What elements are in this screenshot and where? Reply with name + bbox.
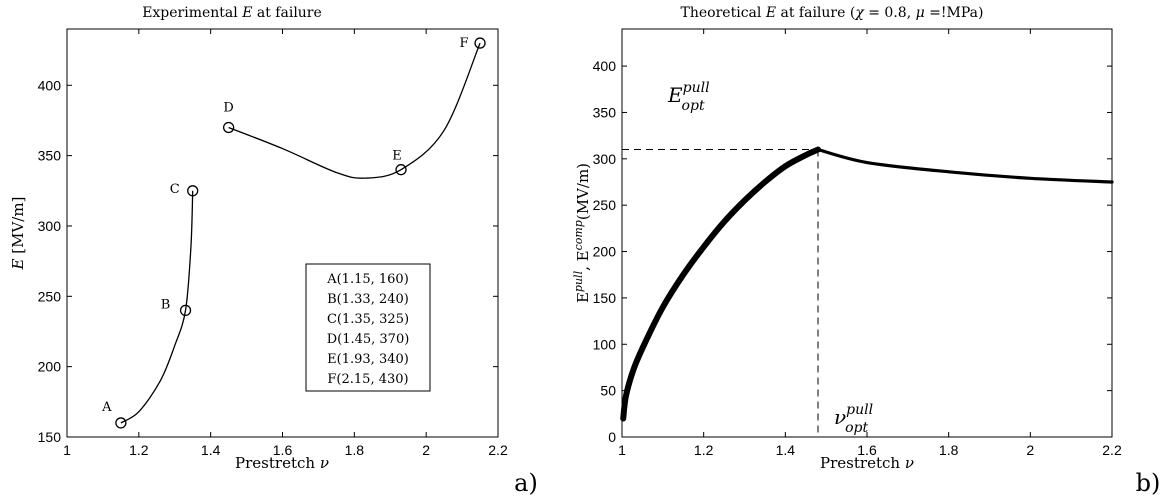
b-x-tick-label: 1.6 — [857, 442, 877, 458]
legend-entry-b: B(1.33, 240) — [327, 292, 409, 307]
chart-a-point-a — [115, 417, 127, 429]
chart-b-series-1 — [620, 146, 821, 422]
legend-entry-a: A(1.15, 160) — [326, 272, 409, 287]
legend-entry-e: E(1.93, 340) — [327, 352, 409, 367]
b-y-tick-label: 400 — [593, 58, 617, 74]
chart-a-curve-2 — [228, 42, 481, 179]
chart-a-points: A B C D E F — [101, 36, 486, 429]
chart-a-y-axis-label: E [MV/m] — [9, 197, 27, 271]
a-y-tick-label: 200 — [38, 359, 62, 375]
chart-a-point-b — [179, 304, 192, 317]
chart-a-title: Experimental E at failure — [142, 5, 322, 21]
b-x-tick-label: 1.4 — [776, 442, 796, 458]
chart-a-point-label-d: D — [223, 100, 233, 115]
a-x-tick-label: 1.4 — [201, 442, 221, 458]
annotation-e-opt-pull: Epull opt — [667, 80, 710, 114]
chart-a-x-ticks: 1 1.2 1.4 1.6 1.8 2 2.2 — [63, 29, 508, 458]
a-x-tick-label: 1.6 — [273, 442, 293, 458]
chart-a-legend: A(1.15, 160) B(1.33, 240) C(1.35, 325) D… — [305, 263, 431, 392]
b-x-tick-label: 1 — [618, 442, 626, 458]
a-x-tick-label: 1.8 — [345, 442, 365, 458]
chart-a-plot-area — [66, 28, 499, 438]
chart-b-x-ticks: 1 1.2 1.4 1.6 1.8 2 2.2 — [618, 29, 1122, 458]
chart-a-curve-1 — [120, 190, 194, 424]
chart-b-optimum-guides — [622, 149, 819, 437]
chart-b-x-axis-label: Prestretch ν — [820, 454, 914, 472]
a-x-tick-label: 2 — [422, 442, 430, 458]
b-y-tick-label: 350 — [593, 104, 617, 120]
b-x-tick-label: 1.8 — [939, 442, 959, 458]
a-y-tick-label: 350 — [38, 148, 62, 164]
a-y-tick-label: 400 — [38, 77, 62, 93]
panel-label-a: a) — [514, 469, 538, 497]
a-y-tick-label: 250 — [38, 288, 62, 304]
b-y-tick-label: 50 — [600, 383, 616, 399]
chart-a-point-label-e: E — [392, 149, 402, 164]
b-y-tick-label: 200 — [593, 244, 617, 260]
chart-b: Theoretical E at failure (χ = 0.8, μ =!M… — [572, 5, 1160, 497]
b-y-tick-label: 0 — [608, 429, 616, 445]
chart-a-legend-box — [305, 263, 431, 392]
chart-a-point-label-b: B — [161, 297, 171, 312]
chart-a-y-ticks: 150 200 250 300 350 400 — [38, 77, 498, 445]
chart-a-point-c — [187, 185, 199, 197]
annotation-nu-opt-pull: νpull opt — [834, 402, 873, 436]
b-y-tick-label: 300 — [593, 151, 617, 167]
chart-a-point-label-c: C — [170, 182, 180, 197]
legend-entry-f: F(2.15, 430) — [327, 372, 408, 387]
chart-a-point-e — [395, 164, 407, 176]
b-y-tick-label: 150 — [593, 290, 617, 306]
legend-entry-c: C(1.35, 325) — [327, 312, 409, 327]
b-x-tick-label: 2 — [1026, 442, 1034, 458]
legend-entry-d: D(1.45, 370) — [327, 332, 410, 347]
b-x-tick-label: 2.2 — [1102, 442, 1122, 458]
b-y-tick-label: 250 — [593, 197, 617, 213]
chart-a-point-label-a: A — [101, 400, 112, 415]
chart-b-title: Theoretical E at failure (χ = 0.8, μ =!M… — [681, 5, 984, 21]
b-x-tick-label: 1.2 — [694, 442, 714, 458]
chart-b-y-ticks: 0 50 100 150 200 250 300 350 400 — [593, 58, 1112, 445]
chart-a-x-axis-label: Prestretch ν — [235, 454, 329, 472]
chart-a: Experimental E at failure 1 1.2 1.4 1.6 1.8 2… — [9, 5, 538, 497]
chart-a-point-d — [222, 121, 235, 134]
a-x-tick-label: 2.2 — [488, 442, 508, 458]
chart-a-curves — [120, 42, 481, 424]
chart-b-curves — [620, 146, 1114, 422]
b-y-tick-label: 100 — [593, 336, 617, 352]
chart-a-point-f — [474, 37, 486, 49]
a-x-tick-label: 1 — [63, 442, 71, 458]
a-y-tick-label: 300 — [38, 218, 62, 234]
a-y-tick-label: 150 — [38, 429, 62, 445]
panel-label-b: b) — [1136, 469, 1161, 497]
chart-b-series-2 — [816, 147, 1114, 184]
chart-b-y-axis-label: Epull, Ecomp(MV/m) — [572, 163, 592, 303]
a-x-tick-label: 1.2 — [129, 442, 149, 458]
chart-a-point-label-f: F — [460, 36, 469, 51]
